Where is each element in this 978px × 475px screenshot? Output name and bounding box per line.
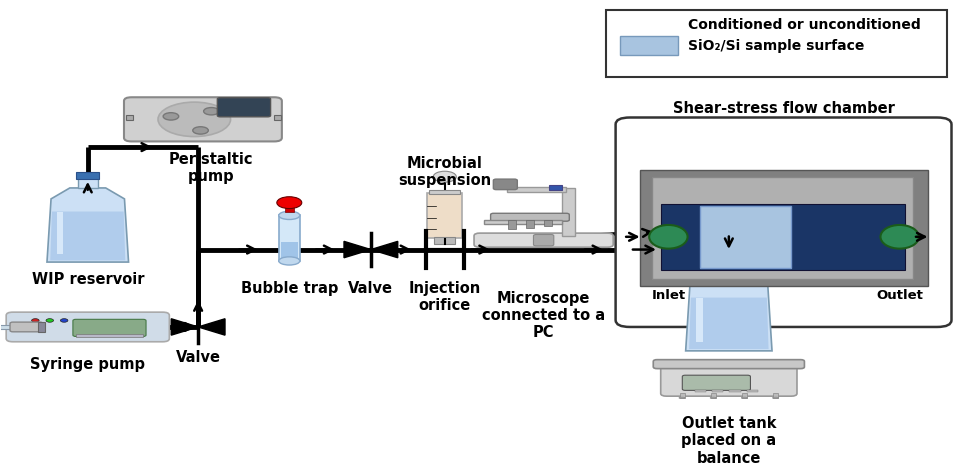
Polygon shape <box>689 297 768 349</box>
Text: Injection
orifice: Injection orifice <box>408 281 480 313</box>
Bar <box>718 262 738 273</box>
FancyBboxPatch shape <box>605 10 946 76</box>
Text: Peristaltic
pump: Peristaltic pump <box>168 152 252 184</box>
Bar <box>639 170 926 286</box>
Bar <box>699 206 790 268</box>
Ellipse shape <box>648 225 687 248</box>
Ellipse shape <box>879 225 918 248</box>
Circle shape <box>31 319 39 322</box>
Bar <box>620 36 678 55</box>
FancyBboxPatch shape <box>10 322 43 332</box>
Text: Valve: Valve <box>175 350 220 365</box>
FancyBboxPatch shape <box>615 117 951 327</box>
Polygon shape <box>47 188 128 262</box>
Bar <box>773 392 778 398</box>
Text: Bubble trap: Bubble trap <box>241 281 337 295</box>
Bar <box>38 322 45 332</box>
Bar <box>0 325 16 329</box>
Text: Microbial
suspension: Microbial suspension <box>398 156 491 188</box>
Text: Shear-stress flow chamber: Shear-stress flow chamber <box>672 101 894 116</box>
Bar <box>716 256 740 263</box>
Bar <box>484 220 561 224</box>
Ellipse shape <box>679 397 685 399</box>
Text: Outlet: Outlet <box>875 289 922 302</box>
Circle shape <box>61 319 67 322</box>
FancyBboxPatch shape <box>490 213 569 221</box>
Text: Microscope
connected to a
PC: Microscope connected to a PC <box>481 291 604 340</box>
FancyBboxPatch shape <box>217 98 270 117</box>
Ellipse shape <box>772 397 778 399</box>
Circle shape <box>433 171 456 182</box>
Polygon shape <box>171 319 198 335</box>
FancyBboxPatch shape <box>652 360 804 369</box>
Circle shape <box>277 197 301 209</box>
Bar <box>126 115 133 120</box>
Bar <box>660 204 905 270</box>
Polygon shape <box>50 211 125 260</box>
Bar <box>561 188 574 236</box>
Bar <box>434 237 455 244</box>
Text: Outlet tank
placed on a
balance: Outlet tank placed on a balance <box>681 416 776 466</box>
Text: WIP reservoir: WIP reservoir <box>31 272 144 287</box>
Polygon shape <box>685 273 772 351</box>
Bar <box>428 190 460 193</box>
Bar <box>279 215 299 261</box>
Bar <box>57 211 64 254</box>
Bar <box>679 392 684 398</box>
FancyBboxPatch shape <box>660 362 796 396</box>
Text: Inlet: Inlet <box>650 289 685 302</box>
Bar <box>76 172 99 179</box>
Ellipse shape <box>279 257 299 265</box>
Text: Conditioned or unconditioned: Conditioned or unconditioned <box>687 18 919 32</box>
Bar <box>651 177 912 279</box>
Text: SiO₂/Si sample surface: SiO₂/Si sample surface <box>687 38 863 53</box>
Polygon shape <box>343 241 371 258</box>
Bar <box>507 187 566 192</box>
FancyBboxPatch shape <box>6 312 169 342</box>
Circle shape <box>163 113 179 120</box>
Bar <box>693 390 705 392</box>
Circle shape <box>46 319 54 322</box>
Polygon shape <box>198 319 225 335</box>
Bar <box>746 390 757 392</box>
Bar <box>741 392 746 398</box>
Circle shape <box>193 127 208 134</box>
Bar <box>695 297 702 342</box>
Bar <box>711 390 723 392</box>
Bar <box>281 242 297 260</box>
FancyBboxPatch shape <box>473 233 612 247</box>
Bar <box>729 390 740 392</box>
Bar <box>274 115 281 120</box>
FancyBboxPatch shape <box>533 235 554 246</box>
Bar <box>549 185 561 190</box>
Circle shape <box>203 107 219 115</box>
FancyBboxPatch shape <box>72 319 146 336</box>
Bar <box>525 220 533 228</box>
Bar <box>544 220 552 226</box>
Bar <box>508 220 515 229</box>
Ellipse shape <box>279 211 299 219</box>
Circle shape <box>157 102 231 136</box>
Ellipse shape <box>709 397 716 399</box>
Ellipse shape <box>740 397 747 399</box>
FancyBboxPatch shape <box>493 179 516 190</box>
Bar <box>75 334 143 337</box>
Bar <box>285 204 293 212</box>
Text: Syringe pump: Syringe pump <box>30 357 145 371</box>
FancyBboxPatch shape <box>682 375 750 390</box>
Text: Valve: Valve <box>348 281 393 295</box>
Bar <box>78 178 98 188</box>
Polygon shape <box>371 241 397 258</box>
Bar <box>427 193 462 238</box>
Bar <box>710 392 715 398</box>
FancyBboxPatch shape <box>124 97 282 142</box>
